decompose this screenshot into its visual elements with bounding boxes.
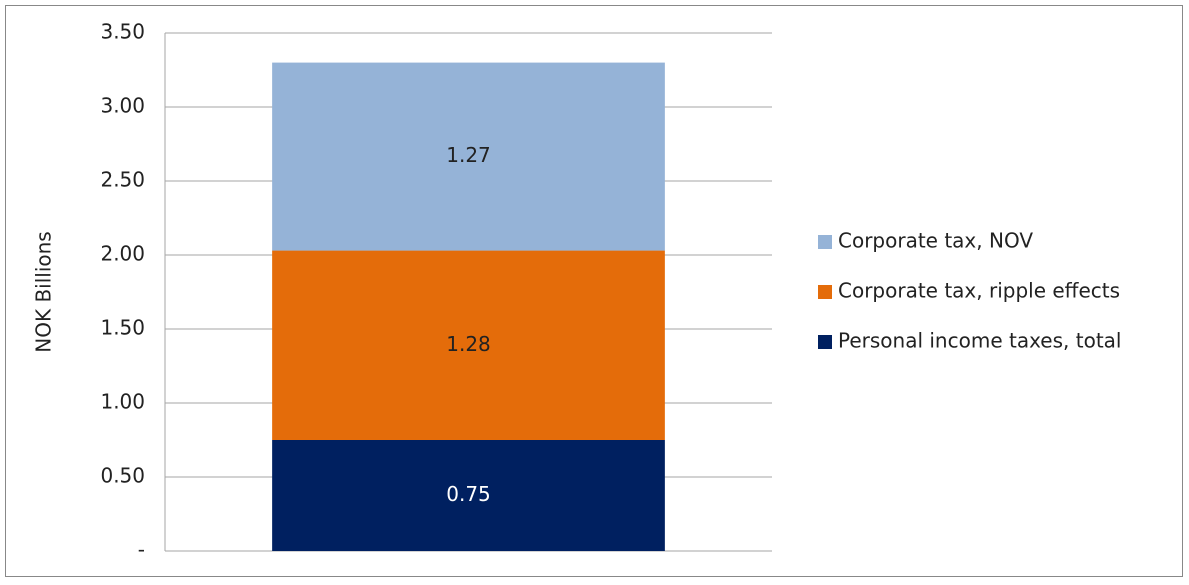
y-tick-label: 0.50: [100, 464, 145, 488]
legend-label: Corporate tax, ripple effects: [838, 279, 1120, 303]
y-tick-label: -: [138, 538, 145, 562]
legend-swatch: [818, 335, 832, 349]
legend-swatch: [818, 285, 832, 299]
bar-segment: [272, 250, 665, 440]
y-tick-label: 3.00: [100, 94, 145, 118]
data-label: 1.28: [446, 332, 491, 356]
y-tick-label: 1.00: [100, 390, 145, 414]
legend-label: Personal income taxes, total: [838, 329, 1121, 353]
bar-segment: [272, 62, 665, 251]
data-label: 0.75: [446, 482, 491, 506]
y-tick-label: 1.50: [100, 316, 145, 340]
bar-segment: [272, 440, 665, 551]
legend-swatch: [818, 235, 832, 249]
y-axis-label: NOK Billions: [32, 231, 56, 352]
y-tick-label: 2.50: [100, 168, 145, 192]
y-tick-label: 3.50: [100, 20, 145, 44]
y-tick-label: 2.00: [100, 242, 145, 266]
data-label: 1.27: [446, 143, 491, 167]
legend-label: Corporate tax, NOV: [838, 229, 1033, 253]
